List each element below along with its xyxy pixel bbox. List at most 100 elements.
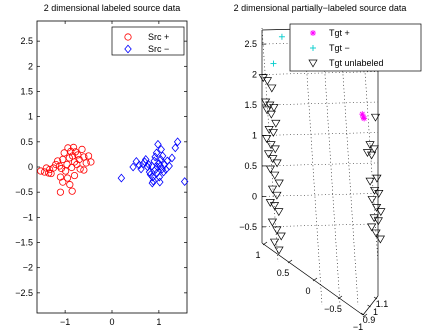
src-plus-point bbox=[46, 165, 54, 174]
left-x-tick-label: 1 bbox=[156, 317, 161, 327]
tgt-unlabeled-point bbox=[370, 186, 380, 195]
legend-marker-tgt-minus-icon bbox=[310, 45, 316, 51]
tgt-unlabeled-point bbox=[265, 101, 275, 110]
src-plus-point bbox=[52, 160, 60, 169]
right-x-tick bbox=[312, 277, 318, 282]
src-plus-point bbox=[69, 143, 78, 151]
tgt-unlabeled-point bbox=[369, 214, 379, 223]
left-chart-title: 2 dimensional labeled source data bbox=[44, 3, 181, 13]
src-minus-point bbox=[152, 148, 161, 158]
tgt-unlabeled-point bbox=[269, 202, 280, 211]
src-minus-point bbox=[160, 160, 169, 169]
tgt-unlabeled-point bbox=[270, 145, 280, 154]
src-plus-point bbox=[68, 187, 76, 195]
tgt-unlabeled-point bbox=[258, 74, 268, 83]
src-minus-point bbox=[159, 167, 168, 177]
tgt-unlabeled-point bbox=[261, 98, 271, 107]
grid-line-depth bbox=[303, 28, 323, 306]
src-plus-point bbox=[63, 174, 72, 182]
tgt-unlabeled-point bbox=[375, 235, 385, 244]
src-plus-point bbox=[57, 164, 65, 173]
grid-line-vertical bbox=[261, 27, 279, 263]
right-y-tick-label: 0.9 bbox=[363, 315, 376, 325]
src-minus-point bbox=[135, 160, 143, 170]
grid-line-depth bbox=[339, 28, 359, 306]
tgt-unlabeled-point bbox=[269, 238, 280, 247]
right-x-tick bbox=[262, 241, 268, 246]
src-minus-point bbox=[171, 143, 180, 153]
src-minus-point bbox=[180, 177, 189, 187]
right-x-tick-label: 1 bbox=[255, 250, 260, 260]
tgt-unlabeled-point bbox=[262, 135, 272, 144]
left-data-points bbox=[37, 137, 189, 196]
left-x-tick-label: −1 bbox=[60, 317, 70, 327]
src-plus-point bbox=[84, 152, 93, 160]
right-z-tick-label: 1.5 bbox=[244, 100, 257, 110]
src-minus-point bbox=[149, 172, 157, 182]
tgt-unlabeled-point bbox=[266, 110, 276, 119]
right-x-tick-label: 0 bbox=[305, 286, 310, 296]
right-y-tick bbox=[373, 296, 378, 300]
src-minus-point bbox=[149, 176, 157, 186]
src-minus-point bbox=[156, 177, 164, 187]
tgt-unlabeled-point bbox=[362, 149, 373, 158]
left-chart: 2 dimensional labeled source data 2.5 2 1.… bbox=[15, 3, 189, 327]
src-minus-point bbox=[145, 167, 154, 177]
tgt-unlabeled-point bbox=[272, 159, 282, 168]
tgt-minus-point bbox=[278, 33, 285, 40]
left-x-tick-label: 0 bbox=[109, 317, 114, 327]
right-x-tick-label: −1 bbox=[353, 322, 363, 330]
src-minus-point bbox=[153, 168, 161, 178]
tgt-unlabeled-point bbox=[263, 150, 274, 159]
tgt-unlabeled-point bbox=[274, 208, 284, 217]
src-plus-point bbox=[59, 155, 67, 164]
src-plus-point bbox=[78, 145, 86, 153]
src-plus-point bbox=[61, 167, 70, 175]
left-legend: Src + Src − bbox=[111, 26, 185, 56]
tgt-unlabeled-point bbox=[268, 155, 278, 164]
tgt-unlabeled-point bbox=[265, 165, 276, 174]
left-legend-box bbox=[111, 26, 185, 56]
left-y-axis: 2.5 2 1.5 1 0.5 0 −0.5 −1 −1.5 −2 −2.5 bbox=[15, 36, 187, 298]
src-minus-point bbox=[156, 161, 165, 171]
right-x-tick bbox=[287, 259, 293, 264]
tgt-unlabeled-point bbox=[268, 129, 278, 137]
right-y-axis: 0.911.1 bbox=[360, 296, 388, 325]
tgt-unlabeled-point bbox=[267, 84, 277, 93]
right-legend: Tgt + Tgt − Tgt unlabeled bbox=[289, 23, 422, 72]
tgt-unlabeled-point bbox=[262, 77, 273, 86]
src-minus-point bbox=[151, 165, 160, 174]
right-y-tick bbox=[367, 304, 371, 308]
right-z-tick-label: 0 bbox=[252, 191, 257, 201]
right-z-tick-label: 1 bbox=[252, 130, 257, 140]
left-y-tick-label: −2.5 bbox=[15, 288, 33, 298]
src-minus-point bbox=[165, 161, 173, 171]
tgt-unlabeled-point bbox=[269, 104, 279, 112]
right-y-tick-label: 1 bbox=[373, 307, 378, 317]
tgt-unlabeled-point bbox=[272, 191, 282, 200]
legend-marker-tgt-unlabeled-icon bbox=[308, 59, 318, 68]
tgt-unlabeled-point bbox=[267, 218, 278, 227]
src-minus-point bbox=[141, 157, 149, 167]
left-y-tick-label: −0.5 bbox=[15, 187, 33, 197]
right-z-tick-label: 2.5 bbox=[244, 39, 257, 49]
legend-label-tgt-plus: Tgt + bbox=[329, 28, 350, 38]
left-y-tick-label: 2.5 bbox=[20, 36, 33, 46]
left-y-tick-label: 1 bbox=[28, 112, 33, 122]
src-plus-point bbox=[82, 159, 90, 167]
src-plus-point bbox=[70, 171, 79, 180]
left-x-axis: −1 0 1 bbox=[60, 21, 161, 327]
src-plus-point bbox=[70, 158, 79, 166]
tgt-unlabeled-point bbox=[371, 229, 381, 238]
tgt-unlabeled-point bbox=[372, 174, 382, 183]
src-plus-point bbox=[60, 149, 68, 157]
src-plus-point bbox=[87, 158, 95, 166]
tgt-unlabeled-point bbox=[367, 151, 377, 160]
src-plus-point bbox=[55, 162, 64, 170]
legend-label-src-plus: Src + bbox=[148, 32, 169, 42]
tgt-unlabeled-point bbox=[376, 208, 386, 217]
tgt-minus-point bbox=[270, 60, 277, 67]
grid-line-horizontal bbox=[261, 223, 379, 228]
tgt-unlabeled-point bbox=[367, 223, 377, 232]
src-minus-point bbox=[148, 178, 157, 188]
